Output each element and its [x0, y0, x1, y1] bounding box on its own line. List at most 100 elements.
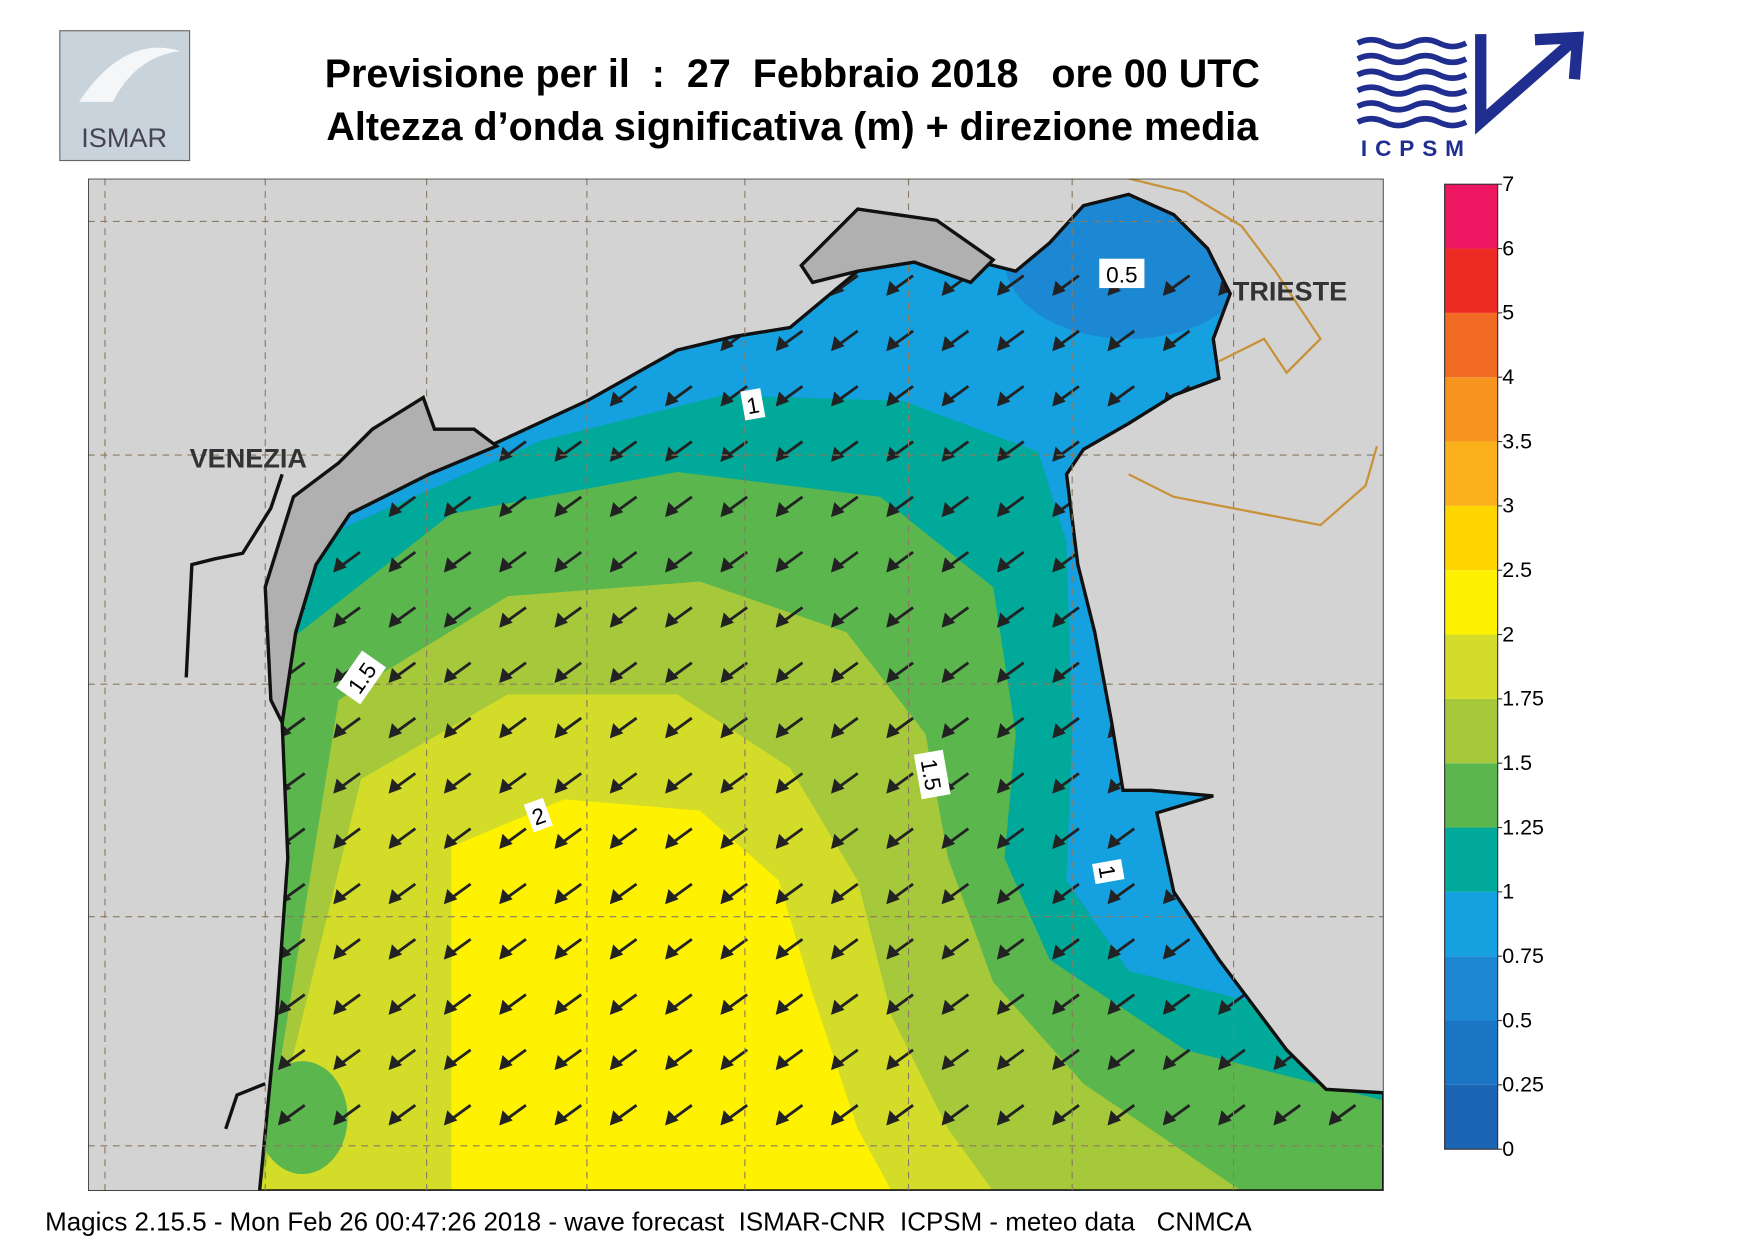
arrow-head: [775, 889, 790, 905]
arrow-head: [941, 1054, 956, 1071]
arrow-head: [1052, 280, 1066, 296]
arrow-head: [554, 778, 568, 794]
arrow-head: [720, 501, 734, 518]
arrow-head: [665, 667, 679, 684]
arrow-head: [1107, 1054, 1122, 1071]
arrow-head: [665, 1054, 679, 1071]
arrow-head: [886, 833, 900, 849]
arrow-head: [554, 557, 568, 573]
colorbar-band: [1444, 891, 1498, 957]
colorbar-band: [1444, 505, 1498, 571]
arrow-head: [830, 999, 845, 1015]
arrow-head: [775, 391, 790, 407]
arrow-head: [665, 889, 679, 905]
coastline-detail: [184, 473, 284, 1130]
arrow-head: [499, 501, 513, 518]
arrow-head: [830, 833, 845, 849]
arrow-head: [609, 557, 624, 573]
arrow-head: [1107, 336, 1122, 352]
arrow-head: [830, 1054, 845, 1071]
arrow-head: [720, 1054, 734, 1071]
colorbar-tick-label: 1.75: [1502, 687, 1544, 711]
arrow-head: [941, 280, 956, 296]
arrow-head: [554, 667, 568, 684]
arrow-head: [996, 833, 1011, 849]
arrow-head: [996, 336, 1011, 352]
arrow-head: [941, 999, 956, 1015]
arrow-head: [1052, 889, 1066, 905]
colorbar: 0 0.25 0.5 0.75 1 1.25 1.5 1.75 2 2.5 3 3.5 4 5 6 7: [1444, 172, 1544, 1161]
arrow-head: [1052, 501, 1066, 518]
colorbar-tick-label: 1: [1502, 880, 1514, 904]
arrow-head: [886, 999, 900, 1015]
arrow-head: [886, 944, 900, 960]
arrow-head: [333, 778, 347, 794]
arrow-head: [720, 1110, 734, 1126]
arrow-head: [443, 944, 458, 960]
arrow-head: [443, 889, 458, 905]
arrow-head: [1162, 1110, 1177, 1126]
logo-text: ISMAR: [81, 122, 167, 153]
subtitle: Altezza d’onda significativa (m) + direz…: [326, 105, 1259, 149]
arrow-head: [886, 391, 900, 407]
arrow-head: [609, 612, 624, 628]
arrow-head: [333, 833, 347, 849]
arrow-head: [1162, 280, 1177, 296]
arrow-head: [720, 778, 734, 794]
colorbar-band: [1444, 248, 1498, 313]
arrow-head: [775, 336, 790, 352]
arrow-head: [720, 391, 734, 407]
arrow-head: [1162, 889, 1177, 905]
arrow-head: [775, 557, 790, 573]
arrow-head: [554, 1110, 568, 1126]
arrow-head: [388, 667, 403, 684]
arrow-head: [720, 723, 734, 739]
arrow-head: [665, 778, 679, 794]
arrow-head: [775, 944, 790, 960]
arrow-head: [1328, 1110, 1343, 1126]
arrow-head: [609, 391, 624, 407]
arrow-head: [996, 667, 1011, 684]
logo-text: ICPSM: [1361, 136, 1472, 161]
colorbar-frame: [1444, 183, 1499, 1150]
arrow-head: [609, 944, 624, 960]
arrow-head: [775, 999, 790, 1015]
colorbar-band: [1444, 1020, 1498, 1085]
arrow-head: [665, 944, 679, 960]
arrow-head: [830, 557, 845, 573]
arrow-head: [499, 833, 513, 849]
arrow-head: [830, 667, 845, 684]
arrow-head: [1052, 723, 1066, 739]
ismar-logo: ISMAR: [59, 30, 191, 162]
arrow-head: [886, 667, 900, 684]
colorbar-tick-label: 0.75: [1502, 944, 1544, 968]
arrow-head: [554, 833, 568, 849]
arrow-head: [443, 612, 458, 628]
arrow-head: [443, 667, 458, 684]
arrow-head: [775, 778, 790, 794]
arrow-head: [830, 944, 845, 960]
arrow-head: [499, 612, 513, 628]
colorbar-tick-label: 0.5: [1502, 1008, 1532, 1032]
arrow-head: [830, 336, 845, 352]
arrow-head: [333, 889, 347, 905]
arrow-head: [388, 1054, 403, 1071]
arrow-head: [609, 1054, 624, 1071]
arrow-head: [830, 501, 845, 518]
arrow-head: [830, 612, 845, 628]
colorbar-band: [1444, 827, 1498, 892]
arrow-head: [775, 723, 790, 739]
border: [1128, 178, 1378, 527]
arrow-head: [941, 1110, 956, 1126]
arrow-head: [1162, 999, 1177, 1015]
colorbar-tick-label: 5: [1502, 301, 1514, 325]
arrow-head: [886, 1054, 900, 1071]
arrow-head: [941, 391, 956, 407]
arrow-head: [554, 999, 568, 1015]
arrow-head: [1052, 999, 1066, 1015]
arrow-head: [1107, 778, 1122, 794]
colorbar-tick-label: 0: [1502, 1137, 1514, 1161]
arrow-head: [830, 1110, 845, 1126]
arrow-head: [499, 1110, 513, 1126]
arrow-head: [941, 612, 956, 628]
